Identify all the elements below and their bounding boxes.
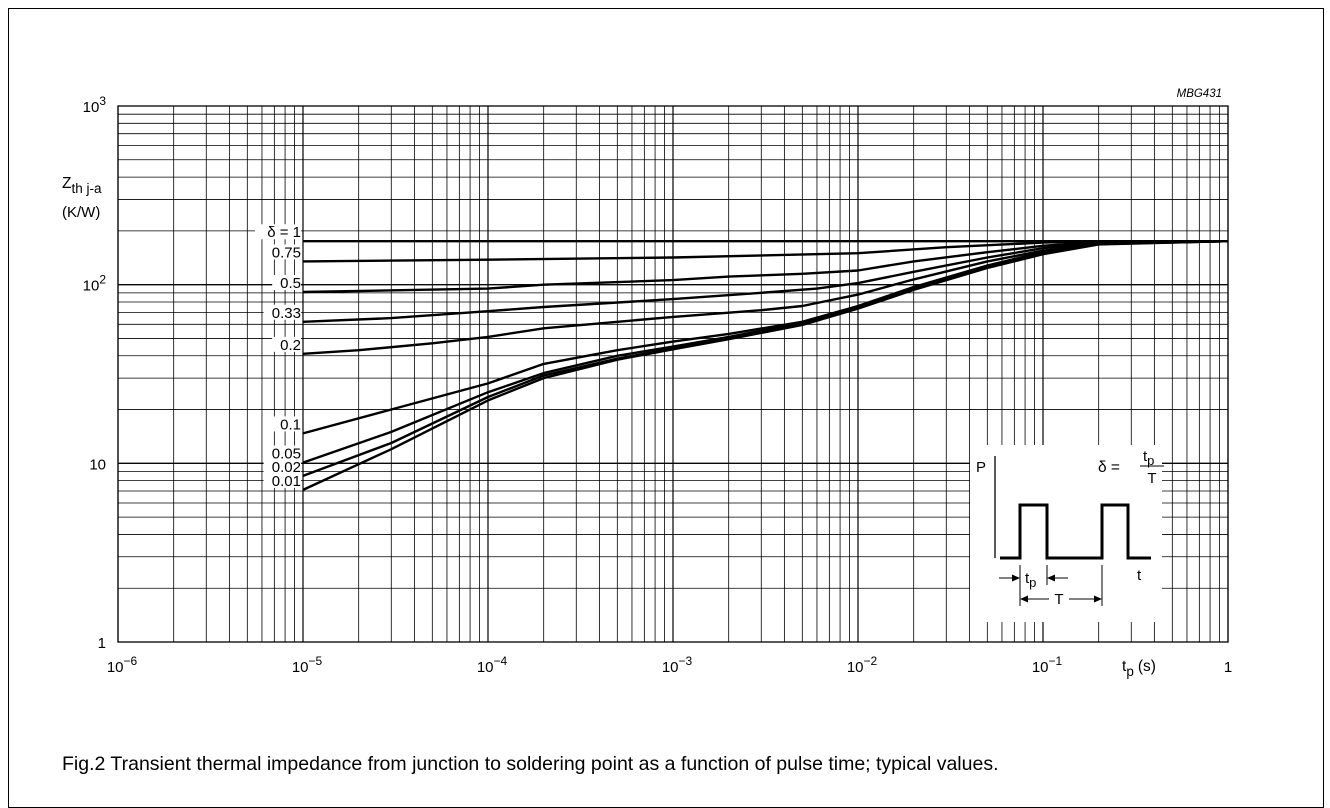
series-label-bg bbox=[272, 274, 301, 290]
inset-T-right-arrowhead bbox=[1094, 595, 1102, 603]
duty-cycle-inset: P t tp T δ = tp T bbox=[970, 445, 1164, 622]
y-label-symbol: Z bbox=[62, 175, 71, 192]
inset-tp-label: tp bbox=[1025, 570, 1036, 590]
inset-tp-right-arrowhead bbox=[1047, 574, 1055, 582]
x-label-subscript: p bbox=[1126, 664, 1134, 679]
series-label: 0.2 bbox=[280, 337, 301, 354]
inset-T-label: T bbox=[1054, 591, 1063, 608]
series-label-bg bbox=[263, 445, 301, 461]
inset-formula-denominator: T bbox=[1147, 470, 1156, 487]
svg-text:tp(s): tp (s) bbox=[1122, 658, 1156, 679]
series-layer bbox=[302, 239, 1229, 491]
series-label: 0.05 bbox=[272, 446, 301, 463]
x-tick-label: 10−3 bbox=[662, 654, 693, 676]
figure-code: MBG431 bbox=[1177, 88, 1222, 100]
tick-labels: 10−6 10−5 10−4 10−3 10−2 10−1 1 1 10 102 103 bbox=[83, 94, 1233, 676]
series-label-bg bbox=[263, 458, 301, 474]
series-label-bg bbox=[263, 244, 301, 260]
series-line bbox=[302, 240, 1229, 491]
x-axis-label: tp (s) bbox=[1122, 658, 1156, 679]
series-label: 0.01 bbox=[272, 473, 301, 490]
series-labels: δ = 1 0.75 0.5 0.33 0.2 0.1 0.050.020.01 bbox=[255, 224, 301, 490]
series-label-bg bbox=[255, 224, 301, 240]
figure-caption: Fig.2 Transient thermal impedance from j… bbox=[62, 753, 999, 775]
x-tick-label: 1 bbox=[1224, 659, 1232, 676]
series-line bbox=[302, 240, 1229, 323]
y-axis-label: Zth j-a (K/W) bbox=[62, 175, 102, 221]
x-tick-label: 10−6 bbox=[107, 654, 138, 676]
inset-tp-left-arrowhead bbox=[1012, 574, 1020, 582]
inset-p-label: P bbox=[976, 459, 986, 476]
inset-pulse-waveform bbox=[1000, 503, 1151, 560]
series-label: 0.5 bbox=[280, 275, 301, 292]
series-line bbox=[302, 240, 1229, 435]
inset-background bbox=[970, 445, 1162, 622]
y-tick-label: 10 bbox=[89, 456, 106, 473]
x-tick-label: 10−2 bbox=[847, 654, 878, 676]
series-label-bg bbox=[272, 336, 301, 352]
x-label-unit: (s) bbox=[1138, 658, 1156, 675]
series-label-bg bbox=[272, 416, 301, 432]
inset-T-left-arrowhead bbox=[1020, 595, 1028, 603]
y-tick-label: 103 bbox=[83, 94, 107, 116]
series-label: 0.33 bbox=[272, 305, 301, 322]
series-label: 0.75 bbox=[272, 244, 301, 261]
inset-formula-numerator: tp bbox=[1143, 448, 1154, 468]
x-tick-label: 10−4 bbox=[477, 654, 508, 676]
series-label-bg bbox=[263, 304, 301, 320]
x-tick-label: 10−1 bbox=[1032, 654, 1063, 676]
series-label: 0.02 bbox=[272, 459, 301, 476]
y-label-unit: (K/W) bbox=[62, 204, 100, 221]
svg-text:Zth j-a: Zth j-a bbox=[62, 175, 102, 196]
series-label: δ = 1 bbox=[267, 224, 301, 241]
series-line bbox=[302, 240, 1229, 294]
series-label-bg bbox=[263, 472, 301, 488]
plot-border bbox=[117, 105, 1229, 643]
y-label-subscript: th j-a bbox=[71, 181, 102, 196]
x-label-symbol: t bbox=[1122, 658, 1127, 675]
series-line bbox=[302, 240, 1229, 478]
series-label: 0.1 bbox=[280, 416, 301, 433]
y-tick-label: 1 bbox=[98, 635, 106, 652]
inset-formula-lhs: δ = bbox=[1098, 459, 1120, 476]
x-tick-label: 10−5 bbox=[292, 654, 323, 676]
y-tick-label: 102 bbox=[83, 273, 107, 295]
inset-t-label: t bbox=[1137, 567, 1142, 584]
series-line bbox=[302, 240, 1229, 355]
